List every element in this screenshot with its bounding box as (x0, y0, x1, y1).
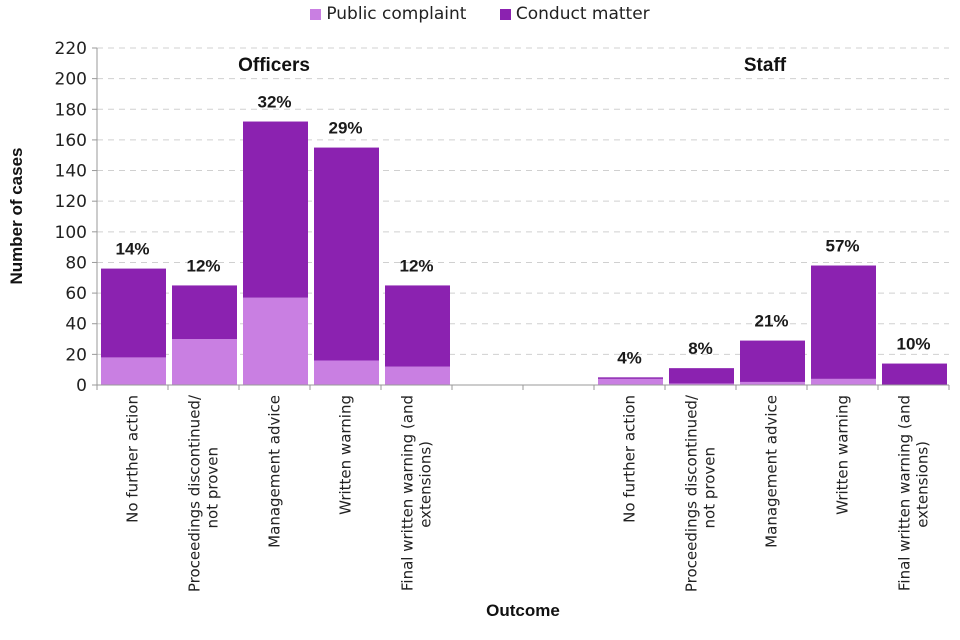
y-tick-label: 20 (65, 345, 87, 365)
x-category-label-line: Written warning (337, 395, 355, 515)
bar-conduct-matter (101, 268, 166, 358)
bar-conduct-matter (882, 363, 947, 385)
bar-conduct-matter (172, 285, 237, 340)
y-tick-label: 220 (55, 39, 87, 59)
x-category-label-line: extensions) (417, 441, 435, 528)
x-category-label-line: No further action (621, 395, 639, 523)
chart-legend: Public complaint Conduct matter (0, 4, 960, 25)
y-axis-title: Number of cases (7, 148, 26, 285)
x-category-label-line: Final written warning (and (896, 395, 914, 591)
labels: Officers 14% No further action 12% Proceedin… (115, 55, 931, 592)
y-tick-label: 80 (65, 253, 87, 273)
percent-label: 14% (115, 240, 149, 259)
bar-public-complaint (101, 357, 166, 385)
bar-public-complaint (314, 360, 379, 385)
percent-label: 12% (399, 256, 433, 275)
x-axis-title: Outcome (486, 601, 560, 620)
y-tick-label: 0 (76, 376, 87, 396)
percent-label: 21% (754, 312, 788, 331)
axes: 0 20 40 60 80 100 120 140 160 180 200 220 (55, 39, 950, 396)
bar-conduct-matter (740, 340, 805, 382)
y-tick-label: 200 (55, 70, 87, 90)
percent-label: 29% (328, 119, 362, 138)
x-category-label-line: Management advice (763, 395, 781, 548)
x-category-label: Final written warning (andextensions) (399, 395, 435, 591)
y-tick-label: 40 (65, 315, 87, 335)
bar-public-complaint (172, 339, 237, 385)
x-category-label: No further action (124, 395, 142, 523)
percent-label: 12% (186, 256, 220, 275)
x-category-label: Management advice (266, 395, 284, 548)
y-tick-label: 120 (55, 192, 87, 212)
bar-conduct-matter (811, 265, 876, 379)
x-category-label-line: Proceedings discontinued/ (683, 394, 701, 592)
x-category-label: No further action (621, 395, 639, 523)
bar-public-complaint (740, 381, 805, 385)
bars (101, 121, 947, 385)
legend-label-public-complaint: Public complaint (326, 4, 467, 24)
x-category-label-line: No further action (124, 395, 142, 523)
y-tick-label: 180 (55, 100, 87, 120)
x-category-label-line: Proceedings discontinued/ (186, 394, 204, 592)
legend-item-conduct-matter: Conduct matter (499, 4, 650, 24)
x-category-label: Proceedings discontinued/not proven (683, 394, 719, 592)
group-title-staff: Staff (744, 55, 787, 76)
x-category-label: Proceedings discontinued/not proven (186, 394, 222, 592)
bar-conduct-matter (385, 285, 450, 367)
y-tick-label: 60 (65, 284, 87, 304)
x-category-label: Management advice (763, 395, 781, 548)
percent-label: 10% (896, 335, 930, 354)
percent-label: 8% (688, 339, 713, 358)
x-category-label-line: Written warning (834, 395, 852, 515)
x-category-label: Written warning (337, 395, 355, 515)
x-category-label-line: Management advice (266, 395, 284, 548)
bar-public-complaint (598, 378, 663, 385)
bar-public-complaint (243, 297, 308, 385)
bar-public-complaint (385, 366, 450, 385)
x-category-label: Final written warning (andextensions) (896, 395, 932, 591)
bar-public-complaint (811, 378, 876, 385)
legend-item-public-complaint: Public complaint (310, 4, 466, 24)
legend-swatch-public-complaint (310, 8, 322, 20)
x-category-label-line: Final written warning (and (399, 395, 417, 591)
x-category-label-line: not proven (204, 447, 222, 528)
legend-label-conduct-matter: Conduct matter (515, 4, 650, 24)
legend-swatch-conduct-matter (499, 8, 511, 20)
percent-label: 32% (257, 93, 291, 112)
group-title-officers: Officers (238, 55, 310, 76)
bar-public-complaint (669, 383, 734, 385)
x-category-label: Written warning (834, 395, 852, 515)
y-tick-label: 100 (55, 223, 87, 243)
x-category-label-line: not proven (701, 447, 719, 528)
bar-conduct-matter (598, 377, 663, 379)
x-category-label-line: extensions) (914, 441, 932, 528)
percent-label: 57% (825, 237, 859, 256)
bar-conduct-matter (314, 147, 379, 361)
gridlines (97, 47, 949, 355)
percent-label: 4% (617, 348, 642, 367)
y-tick-label: 160 (55, 131, 87, 151)
bar-conduct-matter (669, 368, 734, 384)
y-tick-label: 140 (55, 162, 87, 182)
bar-conduct-matter (243, 121, 308, 298)
